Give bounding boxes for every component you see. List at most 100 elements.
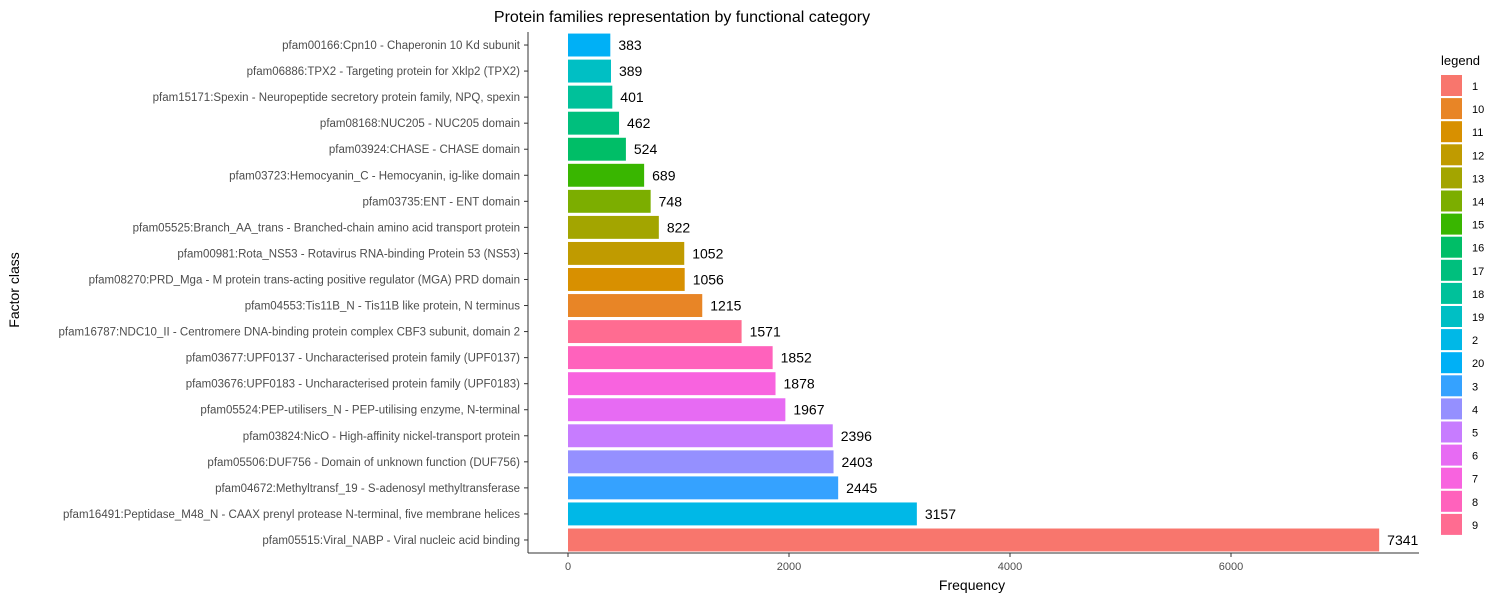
legend-label: 6 — [1472, 451, 1478, 463]
bar-value-label: 1571 — [750, 324, 781, 340]
x-axis-title: Frequency — [939, 577, 1005, 593]
bar-value-label: 2396 — [841, 428, 872, 444]
y-tick-label: pfam03735:ENT - ENT domain — [363, 196, 520, 208]
bar-value-label: 524 — [634, 141, 658, 157]
x-tick-label: 4000 — [998, 561, 1022, 573]
legend-key — [1441, 467, 1462, 489]
legend-label: 13 — [1472, 173, 1484, 185]
legend-label: 15 — [1472, 220, 1484, 232]
legend-label: 19 — [1472, 312, 1484, 324]
legend-title: legend — [1441, 53, 1480, 68]
y-tick-label: pfam15171:Spexin - Neuropeptide secretor… — [153, 92, 520, 104]
bar-value-label: 822 — [667, 219, 691, 235]
y-axis-title: Factor class — [6, 252, 22, 327]
bar-value-label: 3157 — [925, 506, 956, 522]
legend-label: 14 — [1472, 197, 1484, 209]
y-tick-label: pfam05506:DUF756 - Domain of unknown fun… — [207, 457, 520, 469]
legend-label: 11 — [1472, 127, 1483, 139]
bar-value-label: 1056 — [693, 271, 724, 287]
bar-value-label: 7341 — [1387, 532, 1418, 548]
y-tick-label: pfam05524:PEP-utilisers_N - PEP-utilisin… — [200, 405, 520, 417]
x-axis: 0 2000 4000 6000 — [528, 552, 1419, 573]
legend-key — [1441, 398, 1462, 420]
bar-value-label: 689 — [652, 167, 676, 183]
legend-label: 20 — [1472, 358, 1484, 370]
x-tick-label: 6000 — [1219, 561, 1243, 573]
bar — [568, 528, 1380, 552]
legend-label: 1 — [1472, 81, 1478, 93]
legend-key — [1441, 375, 1462, 397]
legend-key — [1441, 144, 1462, 166]
y-tick-label: pfam05525:Branch_AA_trans - Branched-cha… — [133, 222, 520, 234]
bar-value-label: 383 — [618, 37, 642, 53]
bar-value-label: 1215 — [710, 298, 741, 314]
legend-key — [1441, 190, 1462, 212]
bar-value-label: 401 — [620, 89, 644, 105]
bar-value-label: 462 — [627, 115, 651, 131]
bar — [568, 241, 685, 265]
bar-value-label: 1878 — [784, 376, 815, 392]
bar — [568, 372, 776, 396]
y-tick-label: pfam05515:Viral_NABP - Viral nucleic aci… — [262, 535, 520, 547]
bar — [568, 346, 773, 370]
legend-label: 4 — [1472, 404, 1478, 416]
legend-key — [1441, 282, 1462, 304]
legend-key — [1441, 490, 1462, 512]
bar-value-label: 1852 — [781, 350, 812, 366]
y-tick-label: pfam04672:Methyltransf_19 - S-adenosyl m… — [215, 483, 520, 495]
bar — [568, 450, 834, 474]
legend-label: 10 — [1472, 104, 1484, 116]
legend-key — [1441, 513, 1462, 535]
legend-key — [1441, 352, 1462, 374]
bar — [568, 424, 833, 448]
x-tick-label: 2000 — [777, 561, 801, 573]
bar-value-label: 2403 — [842, 454, 873, 470]
y-tick-label: pfam00166:Cpn10 - Chaperonin 10 Kd subun… — [282, 40, 521, 52]
y-tick-label: pfam08270:PRD_Mga - M protein trans-acti… — [89, 274, 520, 286]
bar — [568, 268, 685, 291]
legend-label: 3 — [1472, 381, 1478, 393]
bar — [568, 189, 651, 213]
legend-key — [1441, 167, 1462, 189]
bar — [568, 294, 703, 317]
legend-key — [1441, 121, 1462, 143]
y-tick-label: pfam03723:Hemocyanin_C - Hemocyanin, ig-… — [229, 170, 520, 182]
legend-label: 12 — [1472, 150, 1484, 162]
y-axis: pfam00166:Cpn10 - Chaperonin 10 Kd subun… — [58, 32, 529, 553]
y-tick-label: pfam00981:Rota_NS53 - Rotavirus RNA-bind… — [177, 248, 520, 260]
y-tick-label: pfam06886:TPX2 - Targeting protein for X… — [247, 66, 521, 78]
y-tick-label: pfam03676:UPF0183 - Uncharacterised prot… — [186, 379, 520, 391]
y-tick-label: pfam08168:NUC205 - NUC205 domain — [320, 118, 520, 130]
legend-key — [1441, 213, 1462, 235]
legend-label: 18 — [1472, 289, 1484, 301]
bar — [568, 85, 613, 109]
legend-key — [1441, 75, 1462, 96]
y-tick-label: pfam03677:UPF0137 - Uncharacterised prot… — [186, 353, 520, 365]
y-tick-label: pfam04553:Tis11B_N - Tis11B like protein… — [245, 301, 521, 313]
legend-key — [1441, 98, 1462, 120]
bar — [568, 33, 611, 57]
x-tick-label: 0 — [565, 561, 571, 573]
y-tick-label: pfam16491:Peptidase_M48_N - CAAX prenyl … — [63, 509, 520, 521]
chart-title: Protein families representation by funct… — [494, 9, 870, 26]
legend-key — [1441, 444, 1462, 466]
legend-label: 7 — [1472, 474, 1478, 486]
legend-label: 17 — [1472, 266, 1484, 278]
bar-value-label: 389 — [619, 63, 643, 79]
bar — [568, 476, 839, 500]
legend-label: 2 — [1472, 335, 1478, 347]
bar — [568, 163, 645, 187]
legend-label: 16 — [1472, 243, 1484, 255]
bar — [568, 398, 786, 422]
y-tick-label: pfam16787:NDC10_II - Centromere DNA-bind… — [58, 327, 520, 339]
legend-key — [1441, 259, 1462, 281]
bar — [568, 320, 742, 344]
legend-label: 5 — [1472, 428, 1478, 440]
bar — [568, 502, 917, 526]
bar-value-label: 748 — [659, 193, 683, 209]
bar — [568, 215, 659, 239]
legend-label: 9 — [1472, 520, 1478, 532]
legend-key — [1441, 236, 1462, 258]
